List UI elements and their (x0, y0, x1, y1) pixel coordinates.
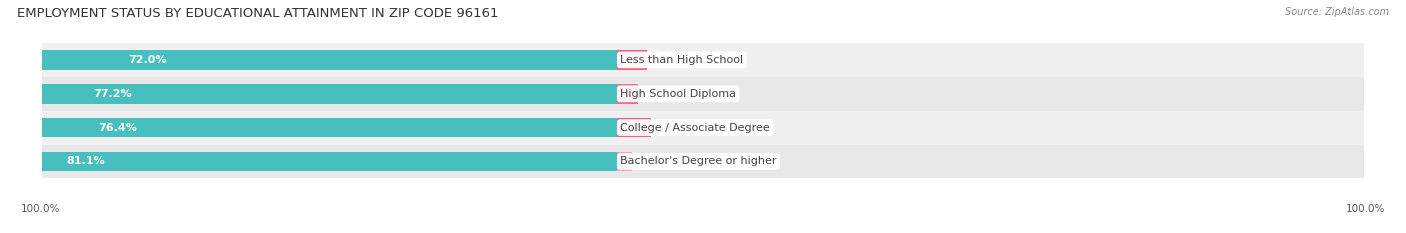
Text: Less than High School: Less than High School (620, 55, 744, 65)
Text: High School Diploma: High School Diploma (620, 89, 737, 99)
Text: College / Associate Degree: College / Associate Degree (620, 123, 770, 133)
Text: 81.1%: 81.1% (66, 156, 105, 166)
Text: 100.0%: 100.0% (1346, 204, 1385, 214)
Bar (0, 118, 617, 137)
Text: 76.4%: 76.4% (98, 123, 138, 133)
Bar (617, 152, 633, 171)
Text: EMPLOYMENT STATUS BY EDUCATIONAL ATTAINMENT IN ZIP CODE 96161: EMPLOYMENT STATUS BY EDUCATIONAL ATTAINM… (17, 7, 498, 20)
Text: Bachelor's Degree or higher: Bachelor's Degree or higher (620, 156, 776, 166)
Bar (0, 84, 617, 104)
Bar (42, 77, 1364, 111)
Bar (42, 111, 1364, 144)
Bar (617, 50, 647, 70)
Text: Source: ZipAtlas.com: Source: ZipAtlas.com (1285, 7, 1389, 17)
Text: 100.0%: 100.0% (21, 204, 60, 214)
Text: 3.8%: 3.8% (644, 156, 672, 166)
Bar (21, 50, 617, 70)
Bar (0, 152, 617, 171)
Bar (42, 43, 1364, 77)
Bar (617, 118, 651, 137)
Text: 8.4%: 8.4% (662, 123, 690, 133)
Text: 77.2%: 77.2% (93, 89, 132, 99)
Text: 7.5%: 7.5% (658, 55, 688, 65)
Bar (42, 144, 1364, 178)
Bar (617, 84, 638, 104)
Text: 5.2%: 5.2% (650, 89, 678, 99)
Text: 72.0%: 72.0% (128, 55, 167, 65)
